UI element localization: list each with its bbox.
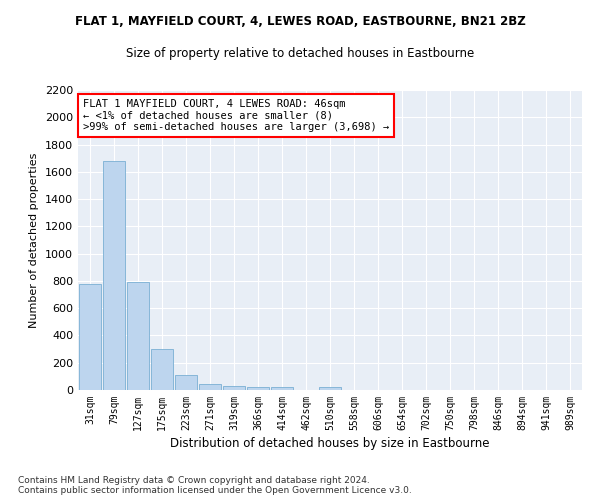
Bar (103, 161, 125, 390)
Bar (127, 282, 149, 390)
Text: FLAT 1 MAYFIELD COURT, 4 LEWES ROAD: 46sqm
← <1% of detached houses are smaller : FLAT 1 MAYFIELD COURT, 4 LEWES ROAD: 46s… (83, 99, 389, 132)
Bar (271, 387, 293, 390)
X-axis label: Distribution of detached houses by size in Eastbourne: Distribution of detached houses by size … (170, 437, 490, 450)
Bar (319, 387, 341, 390)
Text: Size of property relative to detached houses in Eastbourne: Size of property relative to detached ho… (126, 48, 474, 60)
Bar (79, 284, 101, 390)
Text: Contains HM Land Registry data © Crown copyright and database right 2024.
Contai: Contains HM Land Registry data © Crown c… (18, 476, 412, 495)
Bar (247, 387, 269, 390)
Bar (199, 384, 221, 390)
Bar (151, 349, 173, 390)
Bar (175, 375, 197, 390)
Bar (223, 386, 245, 390)
Y-axis label: Number of detached properties: Number of detached properties (29, 152, 40, 328)
Text: FLAT 1, MAYFIELD COURT, 4, LEWES ROAD, EASTBOURNE, BN21 2BZ: FLAT 1, MAYFIELD COURT, 4, LEWES ROAD, E… (74, 15, 526, 28)
